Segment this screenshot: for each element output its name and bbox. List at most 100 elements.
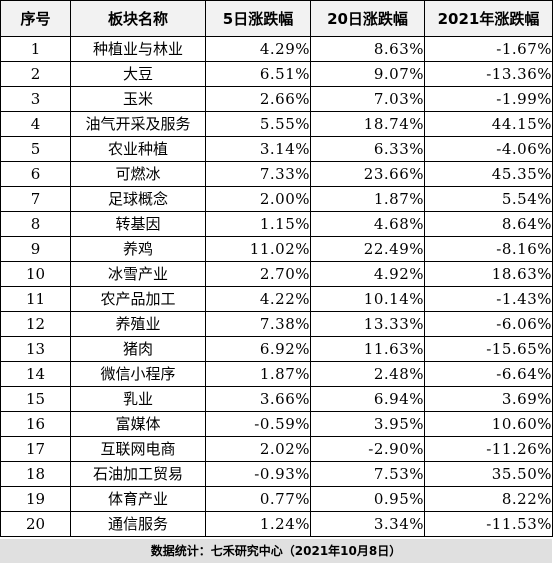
change-ytd: 35.50%: [424, 461, 553, 487]
change-20day: -2.90%: [310, 436, 425, 462]
change-5day: 2.70%: [205, 261, 311, 287]
change-ytd: 10.60%: [424, 411, 553, 437]
table-row: 8 转基因 1.15% 4.68% 8.64%: [0, 211, 553, 237]
row-index: 1: [0, 36, 71, 62]
change-5day: 1.24%: [205, 511, 311, 537]
change-ytd: 44.15%: [424, 111, 553, 137]
change-5day: 2.02%: [205, 436, 311, 462]
header-ytd-change: 2021年涨跌幅: [424, 0, 553, 37]
sector-name: 互联网电商: [70, 436, 206, 462]
change-5day: 7.33%: [205, 161, 311, 187]
change-ytd: -13.36%: [424, 61, 553, 87]
header-sector-name: 板块名称: [70, 0, 206, 37]
sector-name: 足球概念: [70, 186, 206, 212]
change-ytd: 3.69%: [424, 386, 553, 412]
table-row: 18 石油加工贸易 -0.93% 7.53% 35.50%: [0, 461, 553, 487]
row-index: 16: [0, 411, 71, 437]
sector-name: 玉米: [70, 86, 206, 112]
row-index: 6: [0, 161, 71, 187]
change-ytd: -8.16%: [424, 236, 553, 262]
change-ytd: -1.99%: [424, 86, 553, 112]
change-20day: 1.87%: [310, 186, 425, 212]
row-index: 5: [0, 136, 71, 162]
sector-name: 大豆: [70, 61, 206, 87]
table-row: 6 可燃冰 7.33% 23.66% 45.35%: [0, 161, 553, 187]
change-ytd: -6.06%: [424, 311, 553, 337]
table-row: 3 玉米 2.66% 7.03% -1.99%: [0, 86, 553, 112]
change-5day: 7.38%: [205, 311, 311, 337]
change-5day: 1.87%: [205, 361, 311, 387]
change-5day: 5.55%: [205, 111, 311, 137]
table-row: 19 体育产业 0.77% 0.95% 8.22%: [0, 486, 553, 512]
change-5day: 3.66%: [205, 386, 311, 412]
change-20day: 9.07%: [310, 61, 425, 87]
header-20day-change: 20日涨跌幅: [310, 0, 425, 37]
table-row: 14 微信小程序 1.87% 2.48% -6.64%: [0, 361, 553, 387]
table-body: 1 种植业与林业 4.29% 8.63% -1.67% 2 大豆 6.51% 9.07% -13.…: [0, 36, 553, 537]
sector-performance-table: 序号 板块名称 5日涨跌幅 20日涨跌幅 2021年涨跌幅 1 种植业与林业 4.2…: [0, 0, 553, 537]
change-5day: 0.77%: [205, 486, 311, 512]
table-row: 11 农产品加工 4.22% 10.14% -1.43%: [0, 286, 553, 312]
header-5day-change: 5日涨跌幅: [205, 0, 311, 37]
table-row: 5 农业种植 3.14% 6.33% -4.06%: [0, 136, 553, 162]
change-20day: 0.95%: [310, 486, 425, 512]
change-20day: 18.74%: [310, 111, 425, 137]
sector-name: 转基因: [70, 211, 206, 237]
table-row: 16 富媒体 -0.59% 3.95% 10.60%: [0, 411, 553, 437]
row-index: 11: [0, 286, 71, 312]
change-ytd: -1.43%: [424, 286, 553, 312]
change-ytd: 45.35%: [424, 161, 553, 187]
row-index: 17: [0, 436, 71, 462]
change-ytd: 5.54%: [424, 186, 553, 212]
row-index: 3: [0, 86, 71, 112]
change-20day: 11.63%: [310, 336, 425, 362]
sector-name: 养殖业: [70, 311, 206, 337]
row-index: 12: [0, 311, 71, 337]
change-20day: 7.53%: [310, 461, 425, 487]
sector-name: 冰雪产业: [70, 261, 206, 287]
change-5day: 2.66%: [205, 86, 311, 112]
change-5day: 1.15%: [205, 211, 311, 237]
row-index: 7: [0, 186, 71, 212]
row-index: 15: [0, 386, 71, 412]
change-5day: 6.51%: [205, 61, 311, 87]
change-20day: 3.95%: [310, 411, 425, 437]
sector-name: 猪肉: [70, 336, 206, 362]
sector-name: 微信小程序: [70, 361, 206, 387]
change-20day: 22.49%: [310, 236, 425, 262]
change-5day: 3.14%: [205, 136, 311, 162]
sector-name: 乳业: [70, 386, 206, 412]
sector-name: 体育产业: [70, 486, 206, 512]
header-index: 序号: [0, 0, 71, 37]
row-index: 8: [0, 211, 71, 237]
sector-name: 农产品加工: [70, 286, 206, 312]
sector-name: 通信服务: [70, 511, 206, 537]
sector-name: 油气开采及服务: [70, 111, 206, 137]
sector-name: 农业种植: [70, 136, 206, 162]
table-row: 10 冰雪产业 2.70% 4.92% 18.63%: [0, 261, 553, 287]
table-row: 12 养殖业 7.38% 13.33% -6.06%: [0, 311, 553, 337]
change-ytd: 18.63%: [424, 261, 553, 287]
change-20day: 4.68%: [310, 211, 425, 237]
change-ytd: 8.64%: [424, 211, 553, 237]
change-ytd: -1.67%: [424, 36, 553, 62]
row-index: 14: [0, 361, 71, 387]
row-index: 4: [0, 111, 71, 137]
table-row: 17 互联网电商 2.02% -2.90% -11.26%: [0, 436, 553, 462]
row-index: 20: [0, 511, 71, 537]
change-ytd: -6.64%: [424, 361, 553, 387]
change-ytd: -15.65%: [424, 336, 553, 362]
change-5day: 6.92%: [205, 336, 311, 362]
row-index: 10: [0, 261, 71, 287]
header-row: 序号 板块名称 5日涨跌幅 20日涨跌幅 2021年涨跌幅: [0, 0, 553, 37]
change-5day: 4.29%: [205, 36, 311, 62]
table-row: 1 种植业与林业 4.29% 8.63% -1.67%: [0, 36, 553, 62]
sector-name: 养鸡: [70, 236, 206, 262]
table-row: 13 猪肉 6.92% 11.63% -15.65%: [0, 336, 553, 362]
change-5day: 4.22%: [205, 286, 311, 312]
change-ytd: -11.53%: [424, 511, 553, 537]
table-row: 20 通信服务 1.24% 3.34% -11.53%: [0, 511, 553, 537]
change-ytd: 8.22%: [424, 486, 553, 512]
change-20day: 3.34%: [310, 511, 425, 537]
